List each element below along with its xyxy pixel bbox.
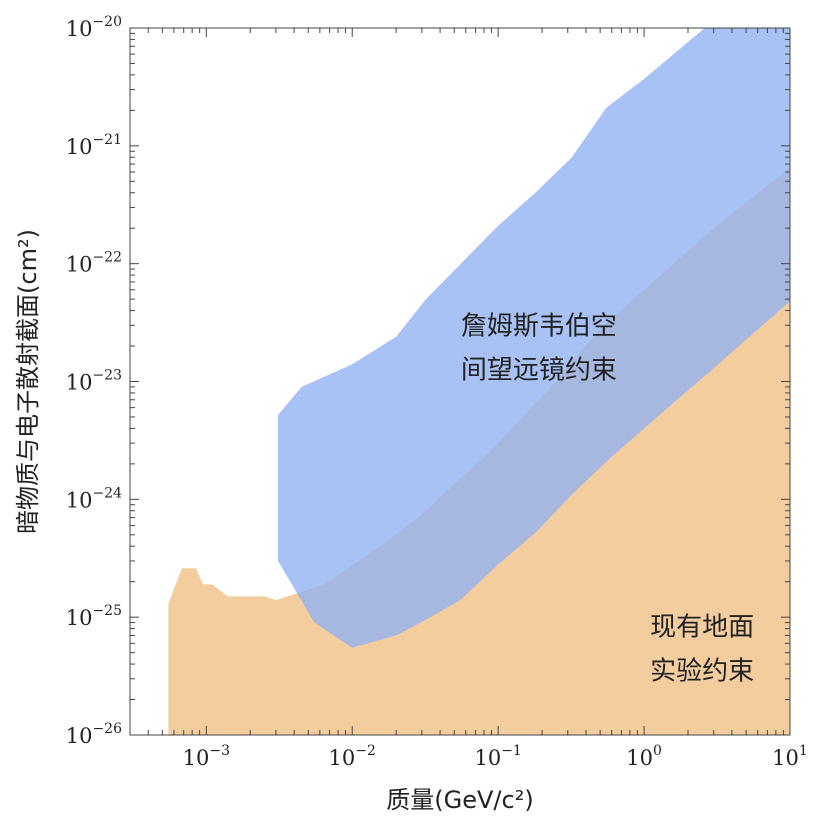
jwst-constraint-region xyxy=(278,28,790,648)
x-tick-label: 101 xyxy=(772,743,808,770)
x-tick-label: 10−3 xyxy=(183,743,230,770)
y-tick-label: 10−24 xyxy=(66,485,122,512)
x-tick-label: 10−2 xyxy=(329,743,376,770)
plot-area xyxy=(168,28,790,735)
y-tick-label: 10−25 xyxy=(66,603,122,630)
x-tick-label: 100 xyxy=(626,743,662,770)
ground-annotation-line: 实验约束 xyxy=(650,656,754,686)
jwst-annotation-line: 间望远镜约束 xyxy=(461,356,617,386)
y-tick-label: 10−22 xyxy=(66,250,122,277)
y-tick-label: 10−23 xyxy=(66,368,122,395)
x-axis-title: 质量(GeV/c²) xyxy=(386,786,533,814)
y-tick-label: 10−20 xyxy=(66,14,122,41)
y-tick-label: 10−26 xyxy=(66,721,122,748)
y-tick-label: 10−21 xyxy=(66,132,122,159)
ground-annotation-line: 现有地面 xyxy=(650,612,754,642)
x-tick-label: 10−1 xyxy=(474,743,521,770)
jwst-annotation-line: 詹姆斯韦伯空 xyxy=(461,312,617,342)
y-axis-title: 暗物质与电子散射截面(cm²) xyxy=(14,229,42,534)
